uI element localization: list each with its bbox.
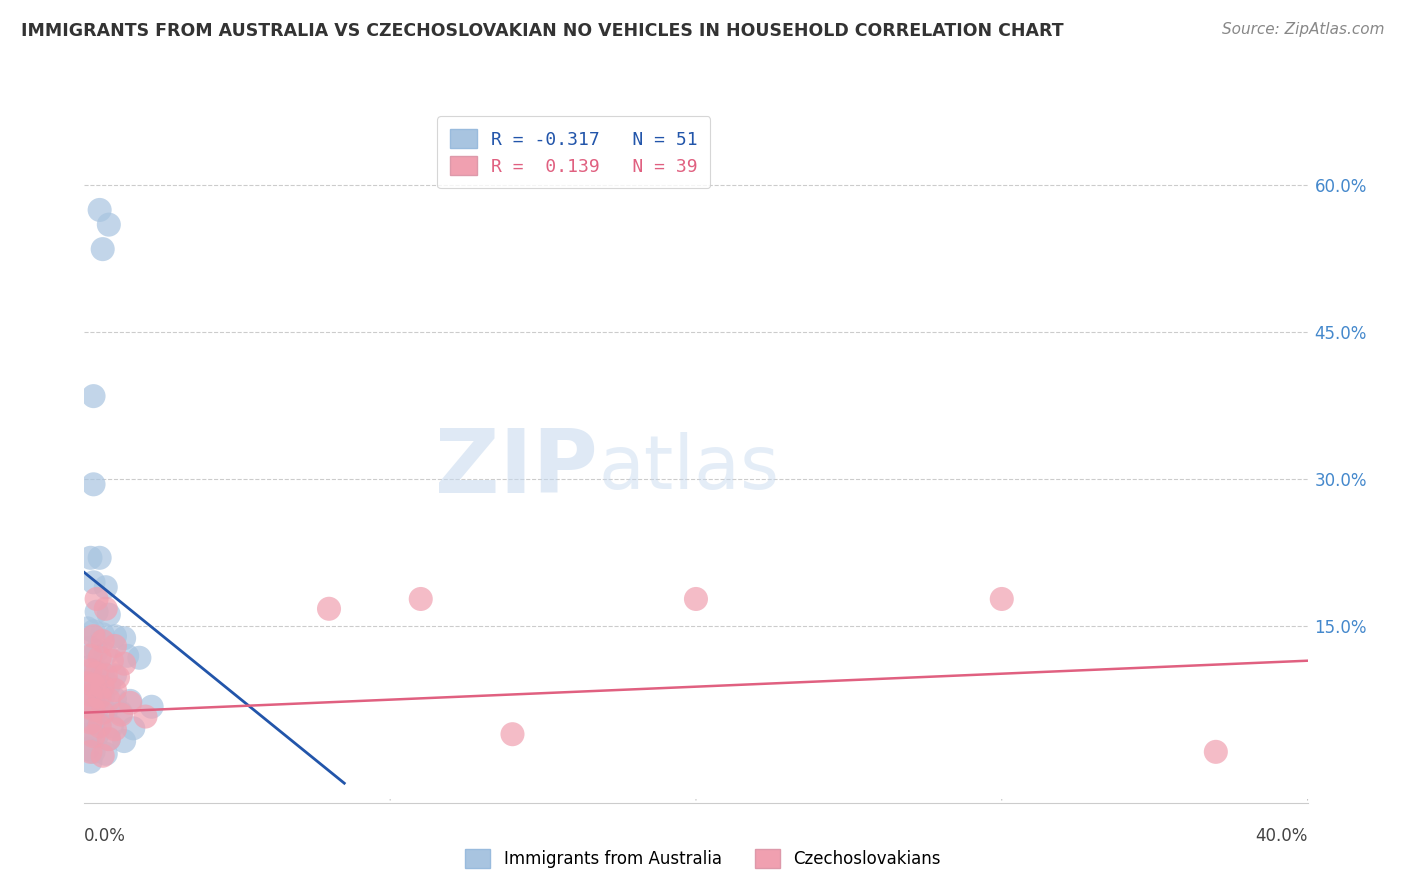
Point <box>318 601 340 615</box>
Point <box>76 621 98 635</box>
Point <box>91 748 114 763</box>
Point <box>83 389 105 403</box>
Point <box>76 660 98 674</box>
Point <box>86 703 108 717</box>
Point <box>83 575 105 590</box>
Point <box>991 591 1014 606</box>
Point <box>685 591 707 606</box>
Point <box>83 678 105 692</box>
Point <box>79 745 101 759</box>
Point <box>97 607 120 622</box>
Point <box>112 657 135 671</box>
Point <box>76 713 98 727</box>
Text: ZIP: ZIP <box>436 425 598 512</box>
Point <box>97 218 120 232</box>
Text: 0.0%: 0.0% <box>84 827 127 846</box>
Point <box>122 722 145 736</box>
Point <box>83 624 105 639</box>
Point <box>91 680 114 694</box>
Point <box>79 755 101 769</box>
Point <box>101 719 124 733</box>
Point <box>110 706 132 720</box>
Point <box>86 644 108 658</box>
Point <box>86 591 108 606</box>
Point <box>107 670 129 684</box>
Point <box>86 666 108 681</box>
Point <box>94 601 117 615</box>
Point <box>104 692 127 706</box>
Point <box>135 709 157 723</box>
Point <box>83 688 105 702</box>
Text: Source: ZipAtlas.com: Source: ZipAtlas.com <box>1222 22 1385 37</box>
Point <box>76 676 98 690</box>
Point <box>79 550 101 565</box>
Point <box>1205 745 1227 759</box>
Point <box>79 699 101 714</box>
Point <box>76 686 98 700</box>
Point <box>94 580 117 594</box>
Point <box>83 477 105 491</box>
Point <box>79 727 101 741</box>
Point <box>86 676 108 690</box>
Point <box>89 650 111 665</box>
Point <box>101 654 124 668</box>
Point <box>79 673 101 688</box>
Point <box>83 729 105 743</box>
Point <box>89 717 111 731</box>
Point <box>79 715 101 730</box>
Point <box>120 694 142 708</box>
Point <box>97 693 120 707</box>
Point <box>91 706 114 720</box>
Point <box>79 688 101 702</box>
Point <box>104 683 127 698</box>
Point <box>91 627 114 641</box>
Text: 40.0%: 40.0% <box>1256 827 1308 846</box>
Point <box>112 734 135 748</box>
Legend: Immigrants from Australia, Czechoslovakians: Immigrants from Australia, Czechoslovaki… <box>458 843 948 875</box>
Point <box>110 707 132 722</box>
Point <box>83 715 105 730</box>
Point <box>91 666 114 681</box>
Point <box>94 647 117 661</box>
Point <box>83 703 105 717</box>
Point <box>115 648 138 663</box>
Point <box>89 690 111 704</box>
Point <box>128 650 150 665</box>
Point <box>83 745 105 759</box>
Text: atlas: atlas <box>598 433 779 506</box>
Point <box>97 678 120 692</box>
Point <box>91 690 114 704</box>
Point <box>104 639 127 653</box>
Point <box>141 699 163 714</box>
Point <box>79 664 101 678</box>
Point <box>79 648 101 663</box>
Point <box>83 629 105 643</box>
Point <box>94 668 117 682</box>
Point <box>94 747 117 761</box>
Point <box>89 202 111 217</box>
Point <box>104 668 127 682</box>
Legend: R = -0.317   N = 51, R =  0.139   N = 39: R = -0.317 N = 51, R = 0.139 N = 39 <box>437 116 710 188</box>
Point <box>91 242 114 256</box>
Point <box>97 732 120 747</box>
Point <box>86 729 108 743</box>
Point <box>89 719 111 733</box>
Point <box>91 634 114 648</box>
Point <box>86 605 108 619</box>
Point <box>104 629 127 643</box>
Point <box>89 550 111 565</box>
Point <box>94 705 117 719</box>
Point <box>112 631 135 645</box>
Point <box>76 742 98 756</box>
Point <box>79 640 101 655</box>
Point <box>120 696 142 710</box>
Point <box>502 727 524 741</box>
Text: IMMIGRANTS FROM AUSTRALIA VS CZECHOSLOVAKIAN NO VEHICLES IN HOUSEHOLD CORRELATIO: IMMIGRANTS FROM AUSTRALIA VS CZECHOSLOVA… <box>21 22 1064 40</box>
Point <box>83 664 105 678</box>
Point <box>104 723 127 737</box>
Point <box>97 732 120 747</box>
Point <box>76 699 98 714</box>
Point <box>409 591 432 606</box>
